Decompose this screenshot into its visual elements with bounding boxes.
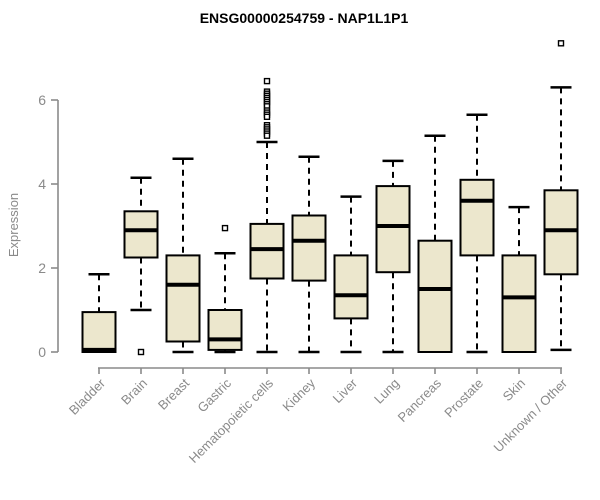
x-tick-label-unknown-other: Unknown / Other	[491, 375, 571, 455]
chart-title: ENSG00000254759 - NAP1L1P1	[199, 10, 409, 26]
outlier-point	[557, 40, 565, 47]
box-brain	[123, 176, 159, 356]
x-tick-label-lung: Lung	[371, 376, 402, 407]
iqr-box	[375, 185, 411, 274]
box-liver	[333, 195, 369, 354]
iqr-box	[501, 254, 537, 353]
x-tick-label-prostate: Prostate	[441, 376, 486, 421]
x-tick-label-liver: Liver	[330, 375, 361, 406]
x-tick-label-pancreas: Pancreas	[395, 375, 445, 425]
box-hematopoietic-cells	[249, 77, 285, 354]
y-axis-title: Expression	[6, 192, 21, 258]
y-tick-label: 4	[38, 176, 46, 192]
iqr-box	[417, 239, 453, 353]
iqr-box	[81, 311, 117, 354]
x-tick-label-brain: Brain	[118, 376, 150, 408]
box-breast	[165, 157, 201, 354]
box-unknown-other	[543, 40, 579, 352]
iqr-box	[249, 222, 285, 280]
outlier-point	[263, 113, 271, 121]
box-lung	[375, 159, 411, 354]
outlier-point	[263, 132, 271, 139]
outlier-point	[137, 348, 145, 356]
box-skin	[501, 205, 537, 353]
iqr-box	[291, 214, 327, 282]
iqr-box	[123, 210, 159, 259]
iqr-box	[207, 309, 243, 351]
x-tick-label-breast: Breast	[155, 375, 192, 412]
iqr-box	[543, 189, 579, 276]
box-gastric	[207, 224, 243, 354]
iqr-box	[459, 178, 495, 257]
box-pancreas	[417, 134, 453, 353]
x-tick-label-bladder: Bladder	[66, 375, 109, 418]
box-kidney	[291, 155, 327, 354]
box-bladder	[81, 273, 117, 354]
y-axis: 0 2 4 6	[38, 92, 59, 360]
x-tick-label-gastric: Gastric	[194, 375, 234, 415]
y-tick-label: 6	[38, 92, 46, 108]
y-tick-label: 0	[38, 344, 46, 360]
iqr-box	[333, 254, 369, 320]
x-tick-label-kidney: Kidney	[279, 375, 318, 414]
y-tick-label: 2	[38, 260, 46, 276]
outlier-point	[263, 77, 271, 85]
iqr-box	[165, 254, 201, 343]
box-prostate	[459, 113, 495, 354]
x-tick-label-skin: Skin	[500, 376, 528, 404]
outlier-point	[221, 224, 229, 232]
